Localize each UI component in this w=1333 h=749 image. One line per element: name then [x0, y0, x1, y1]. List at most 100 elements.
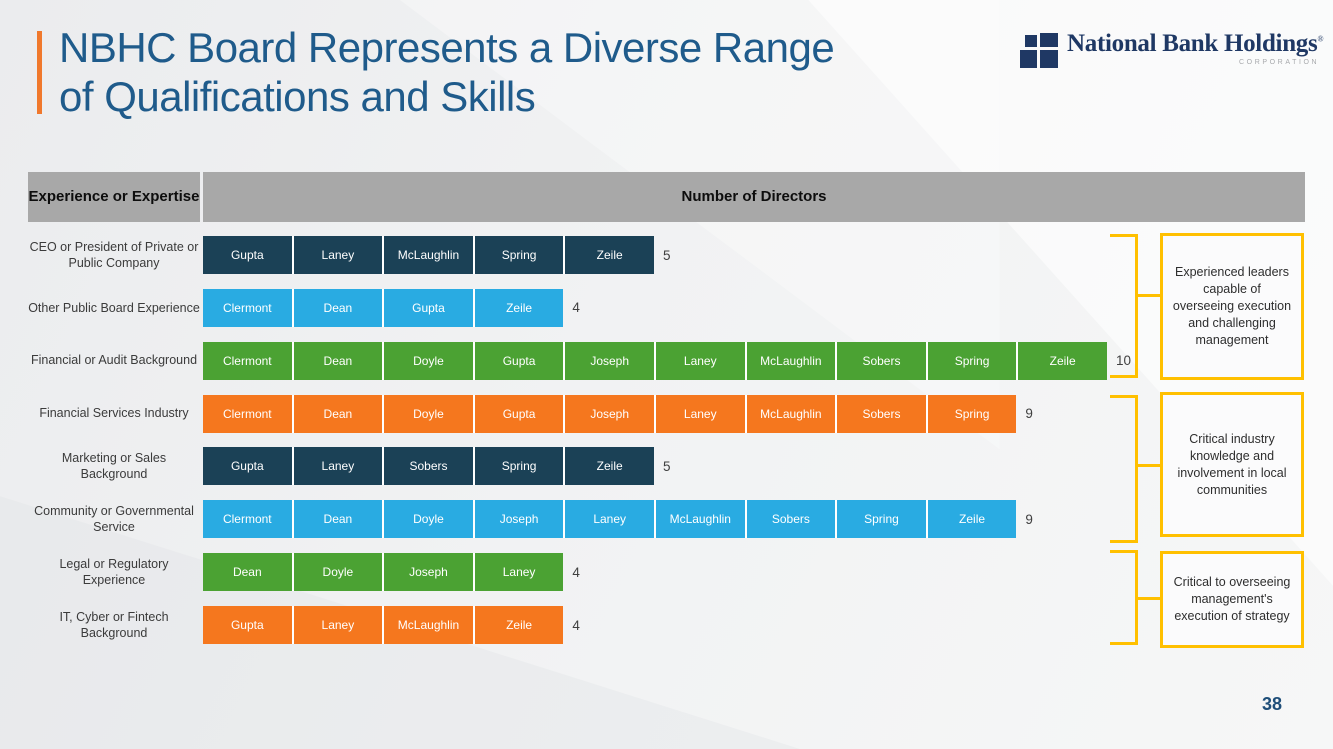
- director-cell: Spring: [474, 236, 564, 274]
- column-header-expertise: Experience or Expertise: [28, 172, 200, 222]
- director-cell: Dean: [293, 341, 383, 380]
- chart-rows: CEO or President of Private or Public Co…: [28, 222, 1318, 652]
- row-label: Marketing or Sales Background: [61, 450, 167, 482]
- table-row: Other Public Board Experience Clermont Dea…: [28, 275, 1318, 328]
- row-count: 4: [572, 617, 580, 633]
- logo-name: National Bank Holdings®: [1067, 30, 1324, 58]
- row-label: Legal or Regulatory Experience: [59, 556, 169, 588]
- director-cell: Sobers: [837, 394, 926, 433]
- registered-mark: ®: [1317, 34, 1324, 44]
- group-bracket: [1110, 395, 1138, 543]
- director-cell: Joseph: [565, 394, 654, 433]
- logo-square: [1025, 35, 1037, 47]
- director-cell: Sobers: [384, 447, 473, 486]
- director-cell: Sobers: [746, 500, 836, 539]
- logo-subtitle: CORPORATION: [1239, 59, 1320, 66]
- director-cell: Zeile: [565, 236, 654, 274]
- row-count: 9: [1025, 406, 1033, 422]
- row-label: Other Public Board Experience: [28, 300, 200, 315]
- logo-window-icon: [1020, 33, 1058, 68]
- director-cell: Gupta: [203, 606, 292, 645]
- title-accent-bar: [37, 31, 42, 114]
- director-cell: McLaughlin: [746, 341, 836, 380]
- bracket-connector: [1137, 294, 1160, 297]
- director-cell: Gupta: [384, 288, 473, 327]
- director-cell: Zeile: [1018, 341, 1107, 380]
- director-bar: Dean Doyle Joseph Laney: [203, 553, 564, 592]
- director-cell: McLaughlin: [746, 394, 836, 433]
- director-cell: Spring: [927, 394, 1017, 433]
- director-cell: McLaughlin: [384, 236, 473, 274]
- director-cell: Zeile: [565, 447, 654, 486]
- row-count: 4: [572, 564, 580, 580]
- director-cell: Sobers: [837, 341, 926, 380]
- row-count: 5: [663, 247, 671, 263]
- director-cell: Clermont: [203, 341, 292, 380]
- director-cell: Spring: [474, 447, 564, 486]
- page-number: 38: [1261, 694, 1283, 714]
- director-cell: Laney: [565, 500, 654, 539]
- page-title: NBHC Board Represents a Diverse Range of …: [59, 24, 835, 121]
- director-cell: Zeile: [474, 606, 564, 645]
- group-bracket: [1110, 550, 1138, 645]
- director-cell: Gupta: [474, 341, 564, 380]
- group-bracket: [1110, 234, 1138, 378]
- row-count: 10: [1116, 353, 1132, 369]
- director-bar: Clermont Dean Doyle Gupta Joseph Laney McLaugh…: [203, 341, 1107, 380]
- director-bar: Clermont Dean Doyle Gupta Joseph Laney McLaugh…: [203, 394, 1017, 433]
- logo-name-text: National Bank Holdings: [1067, 30, 1318, 57]
- table-row: Financial or Audit Background Clermont Dea…: [28, 328, 1318, 381]
- table-row: Legal or Regulatory Experience Dean Doyle J…: [28, 539, 1318, 592]
- director-cell: Doyle: [293, 553, 383, 592]
- director-cell: Laney: [474, 553, 564, 592]
- director-bar: Gupta Laney McLaughlin Zeile: [203, 606, 564, 645]
- director-cell: Gupta: [474, 394, 564, 433]
- row-label: CEO or President of Private or Public Co…: [29, 239, 199, 271]
- director-cell: Laney: [293, 447, 383, 486]
- row-label: Financial Services Industry: [39, 406, 189, 421]
- title-line-1: NBHC Board Represents a Diverse Range: [59, 24, 835, 71]
- table-row: Community or Governmental Service Clermon…: [28, 486, 1318, 539]
- director-cell: Clermont: [203, 394, 292, 433]
- table-row: IT, Cyber or Fintech Background Gupta Lane…: [28, 592, 1318, 645]
- callout-box: Critical to overseeing management's exec…: [1160, 551, 1304, 648]
- director-cell: McLaughlin: [655, 500, 745, 539]
- director-bar: Gupta Laney Sobers Spring Zeile: [203, 447, 654, 486]
- title-line-2: of Qualifications and Skills: [59, 72, 536, 120]
- director-cell: Spring: [927, 341, 1017, 380]
- callout-box: Experienced leaders capable of overseein…: [1160, 233, 1304, 380]
- director-cell: Gupta: [203, 447, 292, 486]
- director-cell: Spring: [837, 500, 926, 539]
- row-count: 9: [1025, 511, 1033, 527]
- director-cell: Dean: [203, 553, 292, 592]
- director-cell: Gupta: [203, 236, 292, 274]
- director-cell: McLaughlin: [384, 606, 473, 645]
- director-cell: Clermont: [203, 288, 292, 327]
- director-bar: Clermont Dean Doyle Joseph Laney McLaughlin So…: [203, 500, 1017, 539]
- director-cell: Laney: [293, 606, 383, 645]
- director-cell: Doyle: [384, 341, 473, 380]
- logo-square: [1040, 50, 1058, 68]
- bracket-connector: [1137, 597, 1160, 600]
- logo-square: [1020, 50, 1037, 68]
- director-cell: Dean: [293, 288, 383, 327]
- row-count: 5: [663, 458, 671, 474]
- bracket-connector: [1137, 464, 1160, 467]
- director-cell: Laney: [655, 341, 745, 380]
- director-cell: Clermont: [203, 500, 292, 539]
- callout-box: Critical industry knowledge and involvem…: [1160, 392, 1304, 537]
- director-bar: Clermont Dean Gupta Zeile: [203, 288, 564, 327]
- logo-text: National Bank Holdings® CORPORATION: [1067, 30, 1324, 66]
- director-cell: Joseph: [384, 553, 473, 592]
- row-label: IT, Cyber or Fintech Background: [59, 609, 169, 641]
- table-row: CEO or President of Private or Public Co…: [28, 222, 1318, 275]
- column-header-directors: Number of Directors: [203, 172, 1305, 222]
- director-cell: Zeile: [927, 500, 1017, 539]
- director-cell: Zeile: [474, 288, 564, 327]
- logo-square: [1040, 33, 1058, 47]
- row-label: Financial or Audit Background: [30, 353, 198, 368]
- company-logo: National Bank Holdings® CORPORATION: [1020, 30, 1324, 68]
- director-cell: Laney: [293, 236, 383, 274]
- row-label: Community or Governmental Service: [34, 503, 194, 535]
